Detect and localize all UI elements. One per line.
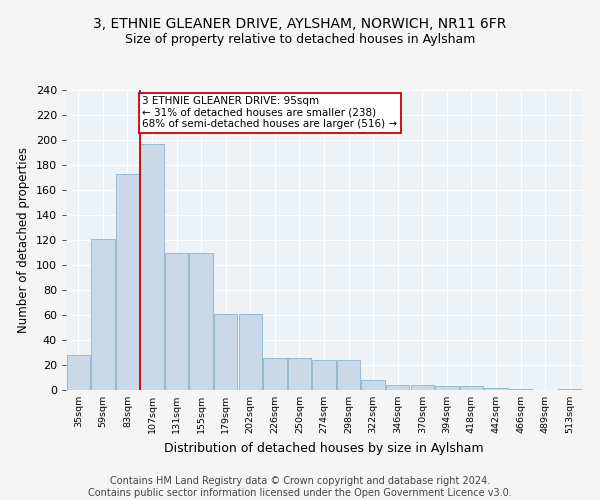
- Bar: [165, 252, 188, 390]
- Bar: [386, 385, 409, 390]
- Bar: [435, 386, 458, 390]
- Bar: [509, 389, 532, 390]
- Bar: [410, 385, 434, 390]
- Bar: [116, 174, 139, 390]
- Bar: [214, 314, 238, 390]
- Bar: [91, 239, 115, 390]
- Text: 3 ETHNIE GLEANER DRIVE: 95sqm
← 31% of detached houses are smaller (238)
68% of : 3 ETHNIE GLEANER DRIVE: 95sqm ← 31% of d…: [142, 96, 397, 130]
- Bar: [140, 144, 164, 390]
- Bar: [337, 360, 360, 390]
- Text: Size of property relative to detached houses in Aylsham: Size of property relative to detached ho…: [125, 32, 475, 46]
- Bar: [361, 380, 385, 390]
- Bar: [67, 355, 90, 390]
- Bar: [484, 388, 508, 390]
- Bar: [313, 360, 335, 390]
- Y-axis label: Number of detached properties: Number of detached properties: [17, 147, 30, 333]
- Text: Contains HM Land Registry data © Crown copyright and database right 2024.
Contai: Contains HM Land Registry data © Crown c…: [88, 476, 512, 498]
- Bar: [190, 252, 213, 390]
- Bar: [263, 358, 287, 390]
- Bar: [558, 389, 581, 390]
- Bar: [460, 386, 483, 390]
- Bar: [288, 358, 311, 390]
- Text: 3, ETHNIE GLEANER DRIVE, AYLSHAM, NORWICH, NR11 6FR: 3, ETHNIE GLEANER DRIVE, AYLSHAM, NORWIC…: [94, 18, 506, 32]
- X-axis label: Distribution of detached houses by size in Aylsham: Distribution of detached houses by size …: [164, 442, 484, 454]
- Bar: [239, 314, 262, 390]
